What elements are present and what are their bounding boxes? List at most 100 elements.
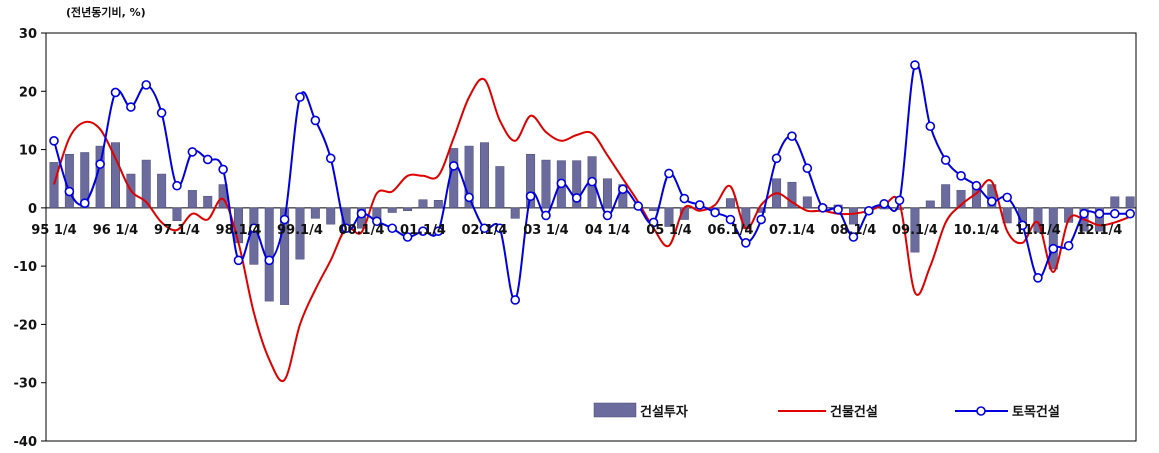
bar [418, 199, 428, 209]
civil-point [448, 161, 459, 171]
civil-point [725, 214, 736, 225]
y-tick-label: -40 [14, 435, 38, 450]
civil-point [279, 214, 290, 225]
civil-point [418, 226, 428, 236]
civil-point [233, 255, 244, 266]
civil-point [479, 223, 490, 234]
bar [848, 207, 858, 225]
x-tick-label: 96 1/4 [93, 223, 138, 238]
x-tick-label: 98.1/4 [216, 223, 262, 238]
bar [203, 195, 213, 209]
civil-point [817, 203, 828, 213]
civil-point [833, 204, 843, 215]
x-tick-label: 05 1/4 [646, 223, 691, 238]
civil-point [356, 208, 367, 219]
civil-point [172, 180, 182, 191]
bar [49, 162, 59, 209]
civil-point [387, 223, 398, 234]
civil-point [402, 232, 413, 242]
civil-point [694, 200, 705, 210]
civil-point [1017, 220, 1028, 231]
bar [264, 207, 274, 302]
bar [172, 207, 182, 221]
civil-point [202, 154, 213, 165]
civil-point [879, 198, 889, 209]
civil-point [495, 223, 505, 234]
civil-point [126, 102, 136, 112]
y-tick-label: 0 [28, 202, 37, 217]
legend: 건설투자 건물건설 토목건설 [593, 402, 1060, 420]
bar [956, 190, 966, 209]
x-axis: 95 1/4 96 1/4 97.1/4 98.1/4 99.1/4 00.1/4 01.1… [31, 223, 1122, 238]
civil-point [433, 226, 444, 236]
civil-point [95, 159, 105, 169]
civil-point [341, 223, 351, 234]
plot-frame [45, 32, 1137, 442]
civil-point [648, 217, 659, 228]
bar [649, 207, 659, 212]
civil-point [464, 192, 474, 203]
civil-point [310, 115, 321, 126]
civil-point [1125, 208, 1135, 219]
civil-point [1002, 192, 1012, 203]
civil-point [1063, 240, 1074, 251]
x-tick-label: 99.1/4 [277, 223, 323, 238]
x-tick-label: 12.1/4 [1076, 223, 1122, 238]
bar [941, 184, 951, 209]
civil-point [541, 210, 551, 221]
bar [111, 142, 120, 209]
line-series [49, 60, 1135, 383]
y-axis: 30 20 10 0 -10 -20 -30 -40 [14, 27, 1137, 450]
x-tick-label: 95 1/4 [31, 223, 76, 238]
legend-label-building: 건물건설 [830, 404, 878, 420]
building-line [53, 77, 1131, 383]
civil-point [618, 184, 628, 195]
bar [925, 200, 935, 209]
civil-point [1033, 272, 1043, 283]
bar [495, 166, 505, 209]
bar [141, 159, 151, 209]
civil-point [1094, 208, 1105, 219]
civil-point [679, 193, 690, 204]
civil-point [587, 176, 597, 187]
bar [572, 160, 582, 209]
bar [725, 198, 735, 209]
bar [280, 207, 290, 305]
bar [433, 200, 443, 209]
bar [526, 153, 536, 209]
y-tick-label: -30 [14, 377, 38, 392]
bar [895, 207, 905, 210]
civil-point [525, 191, 536, 201]
bar [310, 207, 320, 219]
bar [1094, 207, 1104, 232]
x-tick-label: 11.1/4 [1015, 223, 1061, 238]
civil-point [986, 196, 997, 207]
bar [1110, 196, 1120, 209]
x-tick-label: 00.1/4 [339, 223, 385, 238]
civil-point [894, 195, 905, 206]
bar [387, 207, 397, 213]
civil-point [756, 214, 766, 225]
y-tick-label: 10 [19, 144, 37, 159]
civil-point [249, 223, 259, 234]
civil-point [510, 295, 521, 305]
civil-point [940, 155, 951, 165]
bar [541, 159, 551, 209]
x-tick-label: 07.1/4 [769, 223, 815, 238]
x-tick-label: 02.1/4 [462, 223, 508, 238]
x-tick-label: 08.1/4 [830, 223, 876, 238]
civil-point [1079, 208, 1089, 219]
civil-point [971, 180, 982, 191]
civil-point [1109, 208, 1120, 219]
civil-point [79, 198, 90, 208]
x-tick-label: 04 1/4 [585, 223, 630, 238]
civil-point [710, 207, 720, 218]
legend-civil-marker [976, 406, 986, 416]
bar [187, 190, 197, 209]
civil-point [1048, 243, 1059, 254]
bar [157, 173, 167, 209]
bar [802, 196, 812, 209]
x-tick-label: 03 1/4 [523, 223, 568, 238]
